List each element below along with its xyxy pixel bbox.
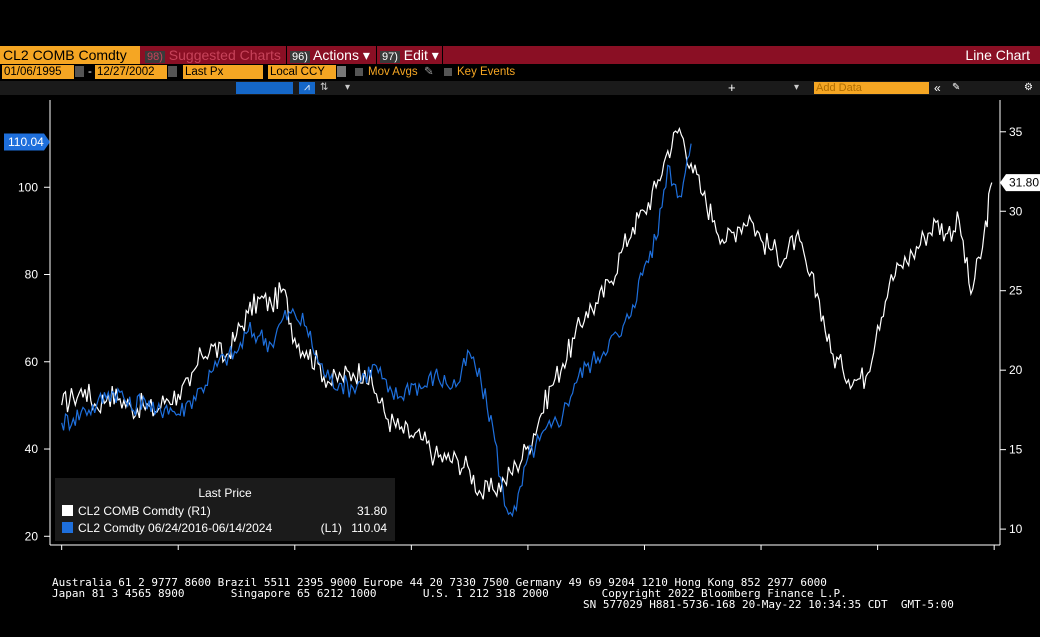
currency-select[interactable]: Local CCY: [268, 65, 336, 79]
series-line-white: [61, 126, 993, 500]
header-bar: [0, 46, 1040, 64]
collapse-icon[interactable]: «: [934, 81, 941, 95]
x-axis: 19951996199719981999200020012002: [50, 544, 1000, 550]
legend-axis-tag: (L1): [320, 521, 342, 535]
legend-row-blue[interactable]: CL2 Comdty 06/24/2016-06/14/2024: [62, 521, 272, 535]
left-axis: 20 40 60 80 100: [18, 100, 51, 545]
chart-type-title: Line Chart: [965, 47, 1030, 63]
actions-label: Actions ▾: [313, 47, 370, 63]
start-date-field[interactable]: 01/06/1995: [2, 65, 74, 79]
chevron-down-icon[interactable]: [337, 66, 346, 77]
crosshair-icon[interactable]: ⇅: [320, 82, 329, 93]
key-events-label: Key Events: [457, 66, 516, 78]
legend-value: 110.04: [351, 521, 387, 535]
right-tick-label: 30: [1009, 204, 1023, 218]
right-tick-label: 10: [1009, 522, 1023, 536]
left-tick-label: 100: [18, 180, 38, 194]
mov-avgs-checkbox[interactable]: [355, 68, 363, 76]
key-events-checkbox[interactable]: [444, 68, 452, 76]
suggested-charts-menu[interactable]: 98) Suggested Charts: [145, 46, 281, 64]
calendar-icon[interactable]: [75, 66, 84, 77]
left-last-value-tag-text: 110.04: [8, 135, 44, 149]
pencil-icon[interactable]: ✎: [952, 82, 961, 93]
actions-menu[interactable]: 96) Actions ▾: [290, 46, 370, 64]
left-tick-label: 20: [25, 529, 39, 543]
left-tick-label: 80: [25, 268, 39, 282]
menu-divider: [286, 46, 287, 64]
right-tick-label: 25: [1009, 284, 1023, 298]
suggested-charts-number: 98): [145, 51, 165, 63]
selection-block[interactable]: [236, 82, 293, 94]
legend-label: CL2 Comdty 06/24/2016-06/14/2024: [78, 521, 273, 535]
right-axis: 10 15 20 25 30 35: [999, 100, 1023, 545]
right-tick-label: 15: [1009, 443, 1023, 457]
left-last-value-tag: 110.04: [4, 133, 50, 151]
chevron-down-icon[interactable]: ▾: [345, 82, 351, 93]
end-date-field[interactable]: 12/27/2002: [95, 65, 167, 79]
suggested-charts-label: Suggested Charts: [168, 47, 281, 63]
ticker-field[interactable]: CL2 COMB Comdty: [0, 46, 140, 64]
last-value-markers: 110.04 31.80: [4, 133, 1040, 192]
legend-swatch: [62, 522, 73, 533]
pencil-icon[interactable]: ✎: [424, 66, 434, 78]
line-chart-icon[interactable]: ⩘: [299, 82, 315, 94]
series-line-blue: [61, 143, 692, 518]
legend-swatch: [62, 505, 73, 516]
add-data-input[interactable]: Add Data: [814, 82, 929, 94]
right-last-value-tag-shape: [1000, 174, 1040, 192]
right-last-value-tag: 31.80: [1000, 174, 1040, 192]
mov-avgs-label: Mov Avgs: [368, 66, 418, 78]
right-tick-label: 35: [1009, 125, 1023, 139]
legend-label: CL2 COMB Comdty (R1): [78, 504, 211, 518]
right-tick-label: 20: [1009, 363, 1023, 377]
date-separator: -: [88, 66, 92, 78]
footer-contacts-line2: Japan 81 3 4565 8900 Singapore 65 6212 1…: [52, 587, 847, 600]
legend: Last Price CL2 COMB Comdty (R1) 31.80 CL…: [55, 478, 395, 541]
edit-number: 97): [380, 51, 400, 63]
plus-button[interactable]: +: [728, 80, 736, 95]
menu-divider: [376, 46, 377, 64]
right-last-value-tag-text: 31.80: [1009, 176, 1039, 190]
legend-row-white[interactable]: CL2 COMB Comdty (R1): [62, 504, 211, 518]
chevron-down-icon[interactable]: ▾: [794, 82, 800, 93]
gear-icon[interactable]: ⚙: [1024, 82, 1033, 93]
left-tick-label: 60: [25, 355, 39, 369]
actions-number: 96): [290, 51, 310, 63]
edit-menu[interactable]: 97) Edit ▾: [380, 46, 439, 64]
legend-value: 31.80: [356, 504, 387, 518]
line-chart: 20 40 60 80 100 10 15 20 25 30 35 199519961997199…: [4, 100, 1040, 550]
footer-contacts-line1: Australia 61 2 9777 8600 Brazil 5511 239…: [52, 576, 827, 589]
menu-divider: [442, 46, 443, 64]
legend-title: Last Price: [198, 486, 252, 500]
series-group: [61, 126, 993, 518]
calendar-icon[interactable]: [168, 66, 177, 77]
price-field-select[interactable]: Last Px: [183, 65, 263, 79]
left-tick-label: 40: [25, 442, 39, 456]
left-last-value-tag-shape: [4, 133, 50, 151]
footer-session-info: SN 577029 H881-5736-168 20-May-22 10:34:…: [583, 598, 954, 611]
edit-label: Edit ▾: [403, 47, 439, 63]
